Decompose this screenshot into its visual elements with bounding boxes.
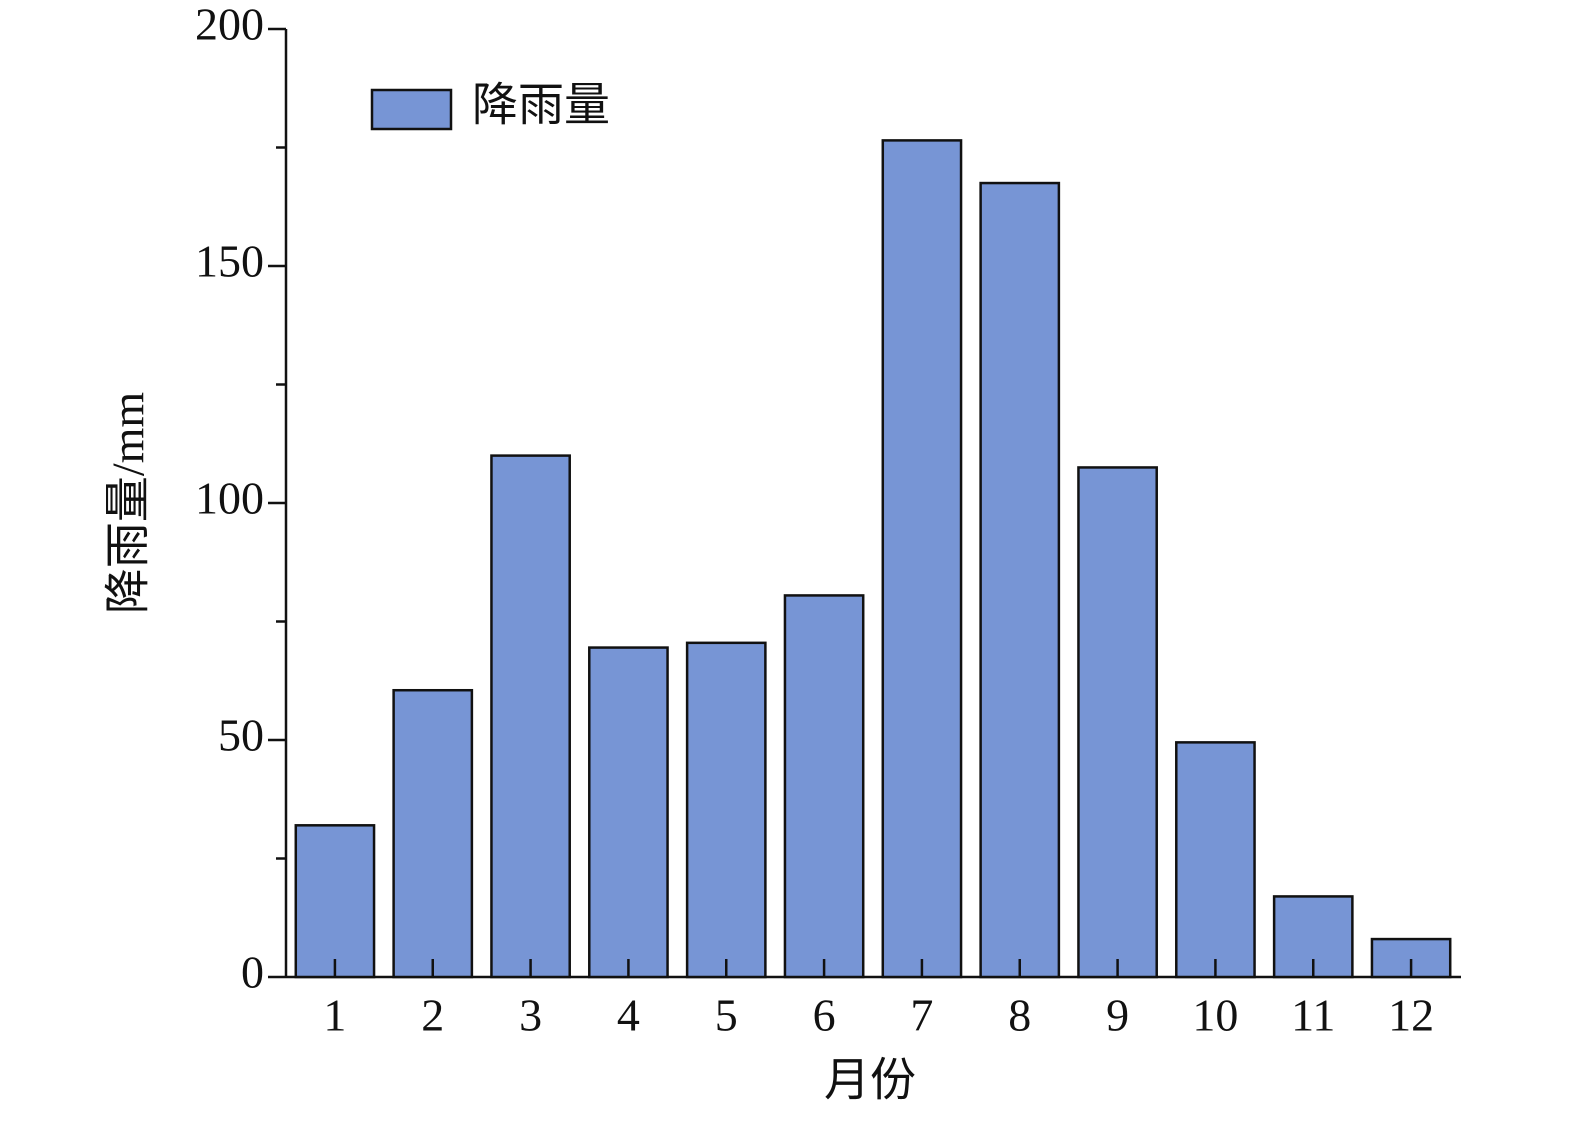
y-tick-label: 100 xyxy=(195,473,264,524)
x-tick-label: 11 xyxy=(1291,990,1335,1041)
bar xyxy=(294,824,376,979)
y-axis-title: 降雨量/mm xyxy=(103,392,154,615)
x-tick-label: 3 xyxy=(519,990,542,1041)
x-tick-label: 2 xyxy=(421,990,444,1041)
x-axis-title: 月份 xyxy=(824,1055,916,1106)
y-tick-label: 0 xyxy=(241,947,264,998)
bar xyxy=(1175,741,1256,979)
x-tick-label: 7 xyxy=(910,990,933,1041)
x-tick-label: 1 xyxy=(323,990,346,1041)
x-tick-label: 9 xyxy=(1106,990,1129,1041)
bar xyxy=(490,454,571,979)
bar xyxy=(979,181,1061,979)
x-tick-label: 6 xyxy=(813,990,836,1041)
x-tick-label: 5 xyxy=(715,990,738,1041)
bar xyxy=(881,139,963,979)
legend-label: 降雨量 xyxy=(472,80,610,131)
x-tick-label: 4 xyxy=(617,990,640,1041)
x-tick-label: 8 xyxy=(1008,990,1031,1041)
x-tick-label: 12 xyxy=(1388,990,1434,1041)
bar xyxy=(1077,466,1158,979)
y-tick-label: 150 xyxy=(195,236,264,287)
y-tick-label: 200 xyxy=(195,0,264,50)
x-tick-label: 10 xyxy=(1192,990,1238,1041)
legend-swatch xyxy=(370,88,453,131)
bar xyxy=(783,594,865,979)
bar xyxy=(588,646,669,979)
y-tick-label: 50 xyxy=(218,710,264,761)
bar xyxy=(685,641,767,979)
bar xyxy=(392,688,474,979)
